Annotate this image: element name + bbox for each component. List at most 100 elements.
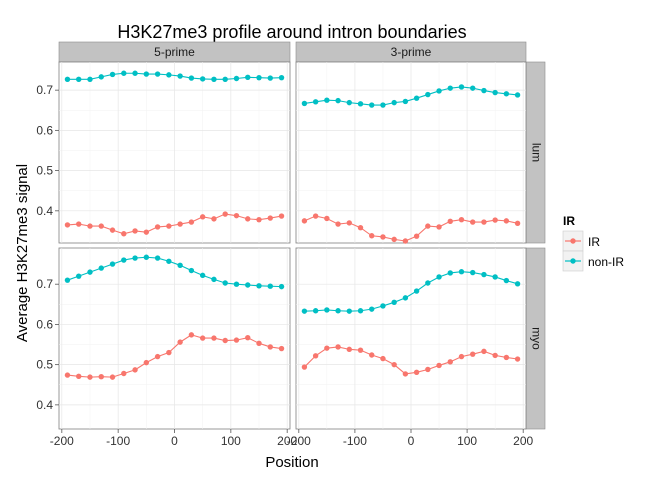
data-point-non-IR bbox=[211, 76, 217, 82]
data-point-IR bbox=[121, 370, 127, 377]
data-point-non-IR bbox=[369, 306, 375, 312]
data-point-IR bbox=[222, 211, 228, 217]
data-point-IR bbox=[312, 353, 319, 359]
data-point-IR bbox=[413, 233, 420, 239]
data-point-non-IR bbox=[357, 101, 364, 107]
data-point-non-IR bbox=[98, 74, 104, 80]
data-point-non-IR bbox=[278, 74, 285, 81]
data-point-IR bbox=[503, 218, 510, 224]
data-point-non-IR bbox=[267, 75, 273, 81]
data-point-non-IR bbox=[447, 85, 453, 91]
chart-title: H3K27me3 profile around intron boundarie… bbox=[117, 22, 466, 42]
data-point-IR bbox=[514, 356, 521, 362]
legend-items: IR non-IR bbox=[562, 230, 624, 272]
data-point-IR bbox=[154, 353, 161, 360]
data-point-non-IR bbox=[143, 254, 150, 260]
y-tick-label: 0.4 bbox=[36, 204, 53, 218]
legend-key-point bbox=[570, 238, 576, 244]
strip-label-lum: lum bbox=[529, 143, 543, 162]
x-tick-label: -200 bbox=[50, 434, 74, 448]
data-point-non-IR bbox=[199, 76, 206, 82]
data-point-non-IR bbox=[109, 71, 116, 78]
x-tick-label: 200 bbox=[277, 434, 297, 448]
data-point-non-IR bbox=[503, 277, 510, 284]
data-point-IR bbox=[402, 238, 409, 244]
data-point-non-IR bbox=[64, 277, 71, 283]
data-point-non-IR bbox=[267, 283, 273, 289]
data-point-IR bbox=[413, 369, 420, 375]
data-point-IR bbox=[211, 216, 217, 222]
data-point-IR bbox=[256, 216, 262, 223]
data-point-IR bbox=[211, 335, 217, 341]
y-tick-label: 0.5 bbox=[36, 358, 53, 372]
data-point-IR bbox=[188, 332, 195, 338]
data-point-IR bbox=[346, 220, 352, 226]
y-tick-label: 0.4 bbox=[36, 398, 53, 412]
data-point-non-IR bbox=[481, 271, 487, 278]
data-point-non-IR bbox=[177, 73, 183, 79]
data-point-IR bbox=[324, 215, 330, 222]
data-point-IR bbox=[391, 361, 397, 368]
data-point-non-IR bbox=[233, 75, 240, 82]
legend-item-IR: IR bbox=[562, 230, 600, 252]
panel-myo-5-prime: 0.4 0.5 0.6 0.7 -200 -100 0 100 200 bbox=[36, 247, 298, 448]
x-tick-label: 100 bbox=[221, 434, 241, 448]
data-point-non-IR bbox=[154, 255, 161, 261]
data-point-non-IR bbox=[357, 308, 364, 314]
data-point-IR bbox=[64, 222, 71, 228]
data-point-IR bbox=[335, 221, 341, 227]
data-point-non-IR bbox=[312, 99, 319, 105]
data-point-IR bbox=[166, 223, 172, 229]
data-point-non-IR bbox=[211, 276, 217, 283]
data-point-IR bbox=[143, 229, 150, 235]
x-tick-label: 0 bbox=[171, 434, 178, 448]
panels-layer: 5-prime 3-primelummyo0.40.50.60.70.40.50.… bbox=[36, 41, 546, 448]
data-point-non-IR bbox=[492, 89, 498, 96]
data-point-non-IR bbox=[380, 303, 386, 309]
data-point-IR bbox=[98, 223, 104, 229]
data-point-non-IR bbox=[109, 261, 116, 267]
data-point-IR bbox=[369, 233, 375, 239]
data-point-non-IR bbox=[458, 84, 465, 90]
y-tick-label: 0.6 bbox=[36, 123, 53, 137]
data-point-non-IR bbox=[143, 71, 150, 77]
x-tick-label: -100 bbox=[106, 434, 130, 448]
data-point-non-IR bbox=[335, 308, 341, 314]
data-point-IR bbox=[503, 354, 510, 361]
data-point-IR bbox=[481, 219, 487, 225]
data-point-non-IR bbox=[98, 265, 104, 271]
data-point-non-IR bbox=[188, 75, 195, 81]
data-point-IR bbox=[222, 337, 228, 344]
legend-item-non-IR: non-IR bbox=[562, 250, 624, 272]
data-point-non-IR bbox=[166, 72, 172, 78]
data-point-non-IR bbox=[324, 307, 330, 313]
data-point-non-IR bbox=[121, 70, 127, 76]
data-point-non-IR bbox=[199, 272, 206, 279]
panel-myo-3-prime: -200 -100 0 100 200 bbox=[287, 247, 534, 448]
data-point-IR bbox=[245, 334, 251, 341]
data-point-IR bbox=[132, 228, 138, 234]
data-point-non-IR bbox=[335, 97, 341, 104]
data-point-non-IR bbox=[222, 76, 228, 82]
data-point-IR bbox=[98, 374, 104, 380]
data-point-IR bbox=[492, 217, 498, 223]
data-point-IR bbox=[458, 353, 465, 360]
data-point-IR bbox=[492, 352, 498, 359]
data-point-IR bbox=[76, 221, 82, 227]
data-point-non-IR bbox=[324, 97, 330, 103]
data-point-non-IR bbox=[380, 102, 386, 108]
data-point-non-IR bbox=[132, 70, 138, 76]
data-point-non-IR bbox=[256, 283, 262, 289]
data-point-IR bbox=[132, 367, 138, 373]
data-point-non-IR bbox=[301, 100, 308, 107]
data-point-IR bbox=[267, 344, 273, 350]
panel-lum-5-prime: 0.4 0.5 0.6 0.7 bbox=[36, 61, 291, 244]
data-point-IR bbox=[245, 216, 251, 222]
data-point-IR bbox=[87, 374, 93, 380]
data-point-non-IR bbox=[87, 269, 93, 275]
data-point-IR bbox=[143, 359, 150, 366]
legend-label-IR: IR bbox=[588, 235, 600, 249]
data-point-IR bbox=[324, 345, 330, 351]
data-point-IR bbox=[76, 373, 82, 380]
x-tick-label: 0 bbox=[408, 434, 415, 448]
